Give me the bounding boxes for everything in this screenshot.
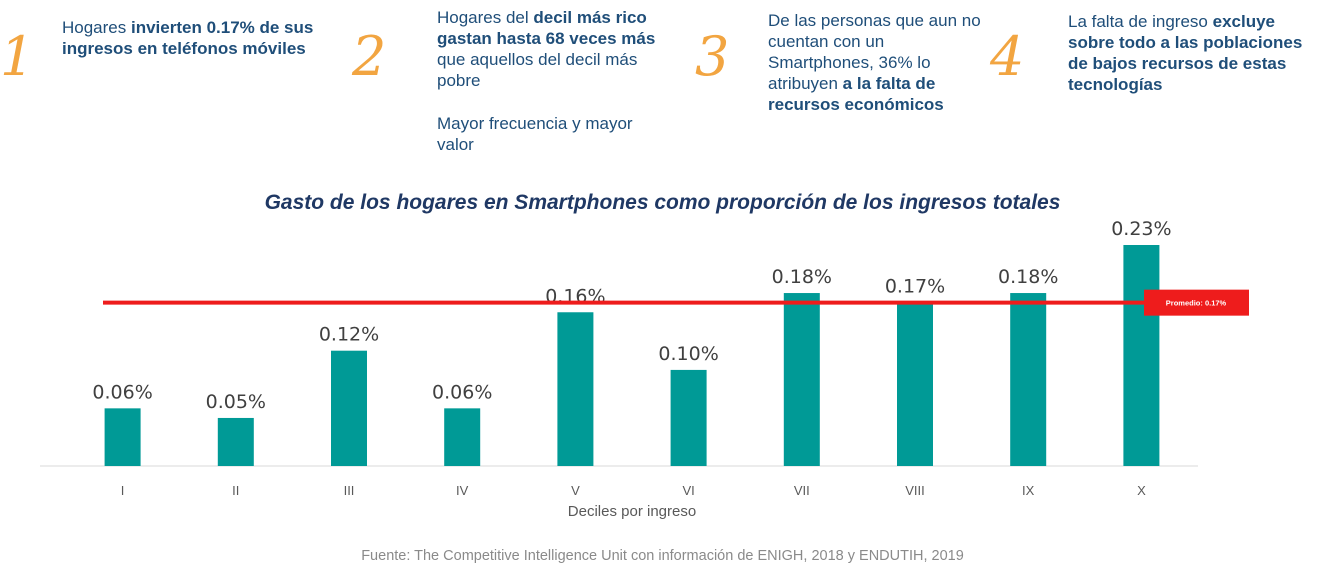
point-number-4: 4 <box>990 25 1025 88</box>
point-paragraph: Hogares del decil más rico gastan hasta … <box>437 7 669 91</box>
x-tick-label: X <box>1137 483 1146 498</box>
source-note: Fuente: The Competitive Intelligence Uni… <box>361 548 964 564</box>
body-text: que aquellos del decil más pobre <box>437 50 638 90</box>
x-tick-label: VIII <box>905 483 925 498</box>
bar-X <box>1123 245 1160 466</box>
emphasis-text: excluye sobre todo a las poblaciones de … <box>1068 12 1303 94</box>
point-text-4: La falta de ingreso excluye sobre todo a… <box>1068 11 1323 95</box>
point-paragraph: Hogares invierten 0.17% de sus ingresos … <box>62 17 314 59</box>
x-tick-label: II <box>232 483 239 498</box>
x-axis-title: Deciles por ingreso <box>568 503 696 520</box>
data-label: 0.18% <box>772 266 832 288</box>
bar-II <box>217 417 254 466</box>
x-tick-label: I <box>121 483 125 498</box>
chart-title: Gasto de los hogares en Smartphones como… <box>264 191 1061 214</box>
x-tick-label: IV <box>456 483 469 498</box>
x-tick-label: V <box>571 483 580 498</box>
point-paragraph: La falta de ingreso excluye sobre todo a… <box>1068 11 1323 95</box>
emphasis-text: a la falta de recursos económicos <box>768 74 944 114</box>
average-label-box <box>1144 289 1249 316</box>
body-text: La falta de ingreso <box>1068 12 1213 31</box>
point-paragraph: Mayor frecuencia y mayor valor <box>437 113 669 155</box>
body-text: Mayor frecuencia y mayor valor <box>437 114 633 154</box>
data-label: 0.18% <box>998 266 1058 288</box>
point-number-1: 1 <box>0 25 35 88</box>
x-tick-label: VI <box>682 483 694 498</box>
bar-IV <box>444 408 481 466</box>
emphasis-text: decil más rico gastan hasta 68 veces más <box>437 8 656 48</box>
data-label: 0.17% <box>885 276 945 298</box>
data-label: 0.06% <box>92 381 152 403</box>
bar-VI <box>670 369 707 466</box>
x-tick-label: IX <box>1022 483 1035 498</box>
point-text-3: De las personas que aun no cuentan con u… <box>768 10 993 115</box>
point-number-3: 3 <box>695 25 730 88</box>
bar-VIII <box>897 302 933 466</box>
bar-III <box>331 350 367 466</box>
data-label: 0.05% <box>206 391 266 413</box>
data-label: 0.06% <box>432 381 492 403</box>
bar-V <box>557 312 594 466</box>
x-tick-label: VII <box>794 483 810 498</box>
data-label: 0.12% <box>319 324 379 346</box>
point-paragraph: De las personas que aun no cuentan con u… <box>768 10 993 115</box>
body-text: De las personas que aun no cuentan con u… <box>768 11 981 93</box>
body-text: Hogares del <box>437 8 534 27</box>
x-tick-label: III <box>344 483 355 498</box>
data-label: 0.23% <box>1111 218 1171 240</box>
data-label: 0.10% <box>658 343 718 365</box>
bar-IX <box>1010 293 1047 466</box>
average-label: Promedio: 0.17% <box>1166 299 1227 308</box>
emphasis-text: invierten 0.17% de sus ingresos en teléf… <box>62 18 314 58</box>
point-text-1: Hogares invierten 0.17% de sus ingresos … <box>62 17 314 59</box>
body-text: Hogares <box>62 18 131 37</box>
bar-VII <box>783 293 820 466</box>
bar-I <box>104 408 141 466</box>
point-text-2: Hogares del decil más rico gastan hasta … <box>437 7 669 155</box>
point-number-2: 2 <box>352 25 387 88</box>
